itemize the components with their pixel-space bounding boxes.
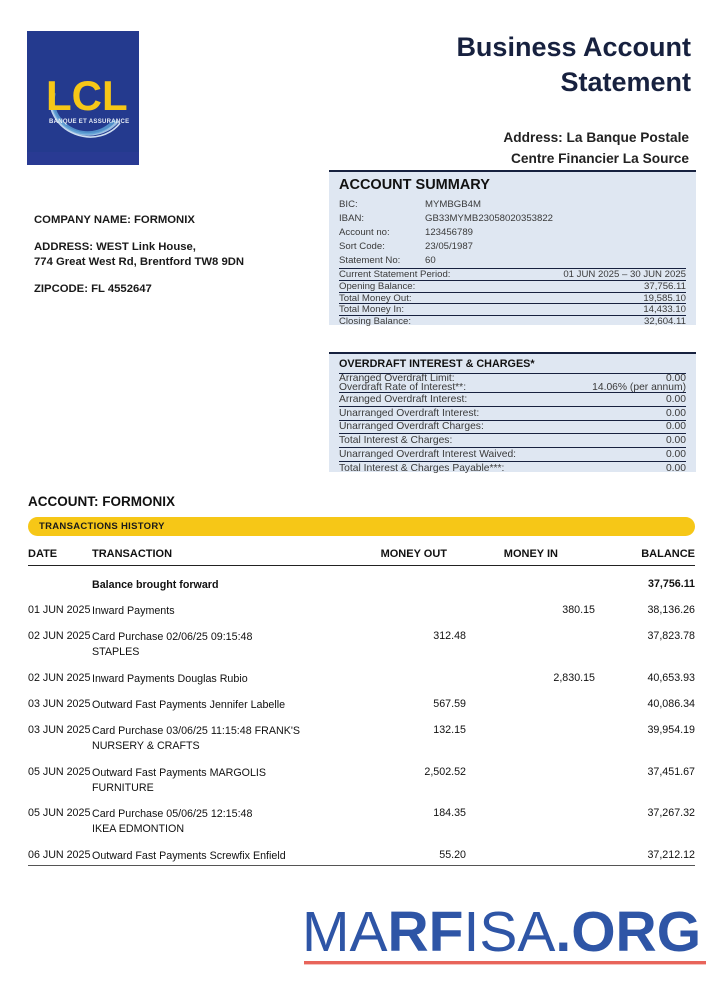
svg-text:MARFISA.ORG: MARFISA.ORG bbox=[302, 900, 701, 964]
svg-text:BANQUE ET ASSURANCE: BANQUE ET ASSURANCE bbox=[49, 119, 129, 125]
svg-text:LCL: LCL bbox=[46, 72, 128, 119]
